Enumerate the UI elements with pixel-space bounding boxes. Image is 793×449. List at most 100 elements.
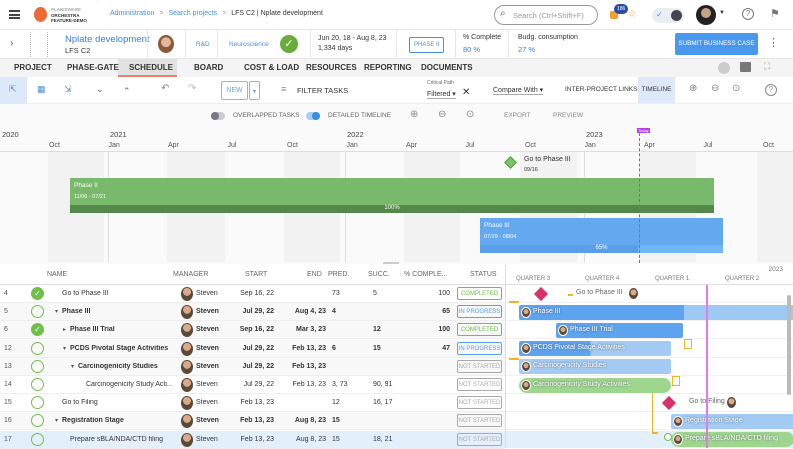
- expand-chevron-icon[interactable]: ›: [10, 38, 14, 49]
- chevron-down-icon[interactable]: ▼: [719, 10, 725, 16]
- zoom-in-icon[interactable]: ⊕: [689, 83, 698, 94]
- start-date[interactable]: Sep 16, 22: [240, 290, 274, 297]
- star-icon[interactable]: ☆: [627, 8, 637, 20]
- predecessors[interactable]: 3, 73: [332, 381, 348, 388]
- splitter-handle[interactable]: [383, 262, 399, 264]
- start-date[interactable]: Jul 29, 22: [242, 362, 274, 370]
- task-name[interactable]: PCDS Pivotal Stage Activities: [70, 344, 169, 352]
- status-badge[interactable]: NOT STARTED: [457, 359, 502, 373]
- expand-caret-icon[interactable]: ▾: [55, 418, 59, 425]
- tab-resources[interactable]: RESOURCES: [306, 63, 357, 72]
- end-date[interactable]: Aug 4, 23: [294, 308, 326, 316]
- overlapped-toggle[interactable]: [211, 112, 225, 120]
- notification-icon[interactable]: [610, 11, 618, 19]
- gantt-bar[interactable]: Registration Stage: [671, 413, 793, 429]
- start-date[interactable]: Sep 16, 22: [239, 326, 274, 334]
- start-date[interactable]: Jul 29, 22: [242, 344, 274, 352]
- new-button[interactable]: NEW: [221, 81, 248, 100]
- table-row[interactable]: 6 ✓ ▸ Phase III Trial Steven Sep 16, 22 …: [0, 321, 505, 340]
- end-date[interactable]: Aug 8, 23: [296, 435, 326, 443]
- status-circle-icon[interactable]: [31, 305, 44, 319]
- col-status[interactable]: STATUS: [470, 271, 497, 278]
- table-row[interactable]: 4 ✓ Go to Phase III Steven Sep 16, 22 73…: [0, 285, 505, 303]
- task-name[interactable]: Go to Phase III: [62, 290, 109, 297]
- status-circle-icon[interactable]: [31, 432, 44, 446]
- gantt-bar[interactable]: Carcinogenicity Studies: [519, 359, 671, 375]
- table-row[interactable]: 13 ▾ Carcinogenicity Studies Steven Jul …: [0, 357, 505, 376]
- gantt-bar[interactable]: Prepare sBLA/NDA/CTD filing: [671, 432, 793, 448]
- phase-iii-bar[interactable]: Phase III 07/29 - 08/04 65%: [480, 218, 723, 253]
- new-dropdown-button[interactable]: ▼: [249, 81, 260, 100]
- task-name[interactable]: Phase III Trial: [70, 326, 115, 334]
- status-circle-icon[interactable]: [31, 378, 44, 391]
- expand-caret-icon[interactable]: ▾: [55, 309, 59, 316]
- tab-board[interactable]: BOARD: [194, 63, 224, 72]
- start-date[interactable]: Jul 29, 22: [242, 308, 274, 316]
- col-end[interactable]: END: [307, 271, 322, 278]
- detailed-toggle[interactable]: [306, 112, 320, 120]
- gantt-view-button[interactable]: ⇱: [0, 77, 27, 104]
- submit-business-case-button[interactable]: SUBMIT BUSINESS CASE: [675, 33, 758, 55]
- percent-complete[interactable]: 65: [442, 308, 450, 316]
- filter-tasks-button[interactable]: FILTER TASKS: [297, 86, 349, 95]
- milestone-icon[interactable]: [533, 286, 549, 302]
- successors[interactable]: 12: [373, 326, 381, 334]
- expand-caret-icon[interactable]: ▾: [71, 363, 75, 370]
- tab-schedule[interactable]: SCHEDULE: [129, 63, 174, 72]
- task-name[interactable]: Phase III: [62, 308, 91, 316]
- table-row[interactable]: 17 Prepare sBLA/NDA/CTD filing Steven Fe…: [0, 430, 505, 449]
- comment-icon[interactable]: [740, 62, 751, 72]
- phase-ii-bar[interactable]: Phase II 11/06 - 07/21 100%: [70, 178, 714, 213]
- tab-reporting[interactable]: REPORTING: [364, 63, 412, 72]
- help-icon[interactable]: ?: [765, 84, 777, 96]
- status-toggle[interactable]: ✓: [652, 8, 684, 23]
- task-name[interactable]: Carcinogenicity Study Acti...: [86, 381, 172, 388]
- tree-view-icon[interactable]: ⇲: [64, 84, 72, 94]
- redo-icon[interactable]: ↷: [188, 83, 197, 94]
- status-badge[interactable]: NOT STARTED: [457, 396, 502, 410]
- status-badge[interactable]: NOT STARTED: [457, 414, 502, 428]
- col-manager[interactable]: MANAGER: [173, 271, 209, 278]
- gantt-bar[interactable]: Phase III: [519, 304, 793, 320]
- successors[interactable]: 16, 17: [373, 399, 393, 407]
- predecessors[interactable]: 73: [332, 290, 340, 297]
- col-pred[interactable]: PRED.: [328, 271, 350, 278]
- predecessors[interactable]: 12: [332, 399, 340, 407]
- help-icon[interactable]: ?: [742, 8, 754, 20]
- gantt-bar[interactable]: Phase III Trial: [556, 322, 683, 338]
- expand-caret-icon[interactable]: ▾: [63, 345, 67, 352]
- task-name[interactable]: Go to Filing: [62, 399, 98, 407]
- compass-icon[interactable]: [718, 62, 730, 74]
- status-circle-icon[interactable]: [31, 341, 44, 355]
- completed-check-icon[interactable]: ✓: [31, 323, 44, 337]
- end-date[interactable]: Feb 13, 23: [292, 362, 326, 370]
- end-date[interactable]: Feb 13, 23: [292, 344, 326, 352]
- inter-project-links-button[interactable]: INTER-PROJECT LINKS: [565, 86, 638, 93]
- predecessors[interactable]: 4: [332, 308, 336, 316]
- chevron-down-icon[interactable]: ⌄: [96, 84, 104, 94]
- end-date[interactable]: Feb 13, 23: [292, 381, 326, 388]
- zoom-fit-icon[interactable]: ⊙: [732, 83, 741, 94]
- status-circle-icon[interactable]: [31, 359, 44, 373]
- tab-project[interactable]: PROJECT: [14, 63, 52, 72]
- status-circle-icon[interactable]: [31, 396, 44, 410]
- avatar[interactable]: [696, 5, 716, 25]
- end-date[interactable]: Mar 3, 23: [296, 326, 326, 334]
- compare-with-select[interactable]: Compare With ▾: [493, 87, 544, 95]
- more-options-icon[interactable]: ⋮: [768, 37, 779, 49]
- status-badge[interactable]: IN PROGRESS: [457, 341, 502, 355]
- menu-icon[interactable]: [9, 10, 20, 19]
- table-row[interactable]: 12 ▾ PCDS Pivotal Stage Activities Steve…: [0, 339, 505, 358]
- status-badge[interactable]: IN PROGRESS: [457, 305, 502, 319]
- breadcrumb-administration[interactable]: Administration: [110, 10, 155, 17]
- percent-complete[interactable]: 100: [438, 290, 450, 297]
- flag-icon[interactable]: ⚑: [770, 8, 780, 20]
- col-name[interactable]: NAME: [47, 271, 68, 278]
- start-date[interactable]: Feb 13, 23: [240, 399, 274, 407]
- table-row[interactable]: 15 Go to Filing Steven Feb 13, 23 12 16,…: [0, 394, 505, 413]
- zoom-fit-icon[interactable]: ⊙: [466, 109, 475, 120]
- gantt-bar[interactable]: PCDS Pivotal Stage Activities: [519, 341, 671, 357]
- status-circle-icon[interactable]: [31, 414, 44, 428]
- gantt-scrollbar[interactable]: [787, 295, 791, 395]
- expand-caret-icon[interactable]: ▸: [63, 327, 67, 334]
